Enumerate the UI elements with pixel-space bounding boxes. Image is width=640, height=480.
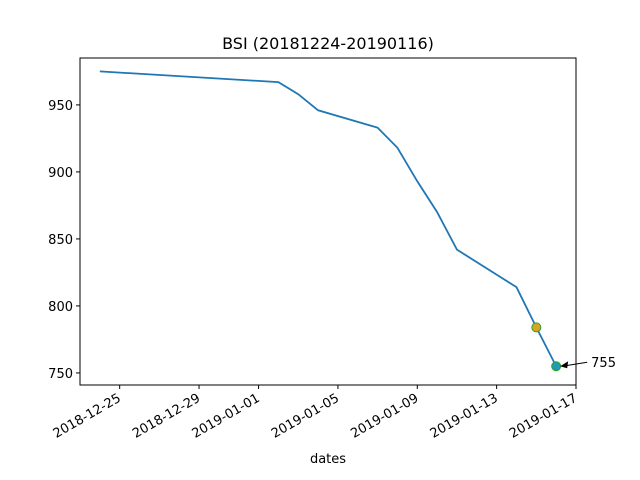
x-tick-label: 2018-12-25 <box>51 391 124 442</box>
y-tick-label: 900 <box>48 166 73 181</box>
x-tick-label: 2019-01-17 <box>507 391 580 442</box>
highlight-marker <box>531 322 542 333</box>
line-series <box>99 70 557 367</box>
highlight-marker <box>551 361 562 372</box>
annotation-arrowhead <box>560 361 569 369</box>
x-tick-label: 2019-01-01 <box>190 391 263 442</box>
y-tick-label: 800 <box>48 300 73 315</box>
plot-frame <box>79 57 577 386</box>
x-tick-label: 2019-01-05 <box>269 391 342 442</box>
x-tick-label: 2019-01-13 <box>428 391 501 442</box>
annotation-label: 755 <box>591 356 616 371</box>
x-axis-label: dates <box>310 452 346 467</box>
chart-title: BSI (20181224-20190116) <box>222 34 434 53</box>
y-tick-label: 950 <box>48 99 73 114</box>
x-tick-label: 2019-01-09 <box>348 391 421 442</box>
y-tick-label: 850 <box>48 233 73 248</box>
y-tick-label: 750 <box>48 367 73 382</box>
